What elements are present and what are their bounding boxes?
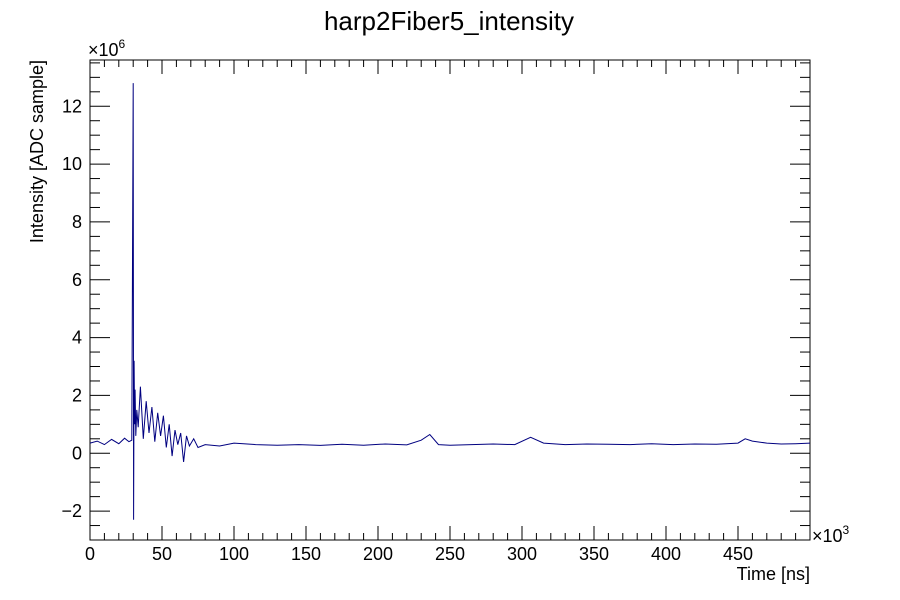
plot-frame: [89, 59, 811, 541]
x-tick-label: 300: [507, 544, 537, 564]
y-tick-label: 6: [72, 270, 82, 290]
y-axis-title: Intensity [ADC sample]: [27, 60, 47, 243]
x-tick-label: 150: [291, 544, 321, 564]
x-axis-multiplier-base: ×10: [812, 526, 843, 546]
x-axis-tick-labels: 0 50 100 150 200 250 300 350 400 450: [85, 544, 753, 564]
x-tick-label: 250: [435, 544, 465, 564]
x-tick-label: 50: [152, 544, 172, 564]
y-axis-ticks: [90, 62, 810, 541]
chart-title: harp2Fiber5_intensity: [324, 6, 574, 36]
x-tick-label: 400: [651, 544, 681, 564]
x-tick-label: 0: [85, 544, 95, 564]
y-tick-label: 2: [72, 385, 82, 405]
x-tick-label: 100: [219, 544, 249, 564]
y-tick-label: 10: [62, 154, 82, 174]
y-axis-multiplier: ×106: [88, 37, 126, 60]
y-tick-label: 8: [72, 212, 82, 232]
x-tick-label: 350: [579, 544, 609, 564]
x-axis-multiplier-exponent: 3: [843, 523, 850, 537]
y-tick-label: −2: [61, 501, 82, 521]
y-tick-label: 4: [72, 328, 82, 348]
y-axis-multiplier-exponent: 6: [119, 37, 126, 51]
y-axis-tick-labels: −2 0 2 4 6 8 10 12: [61, 96, 82, 521]
x-axis-multiplier: ×103: [812, 523, 850, 546]
x-tick-label: 450: [723, 544, 753, 564]
y-tick-label: 0: [72, 443, 82, 463]
y-tick-label: 12: [62, 96, 82, 116]
series-line: [89, 83, 811, 520]
x-axis-title: Time [ns]: [737, 564, 810, 584]
x-axis-ticks: [89, 60, 811, 540]
y-axis-multiplier-base: ×10: [88, 40, 119, 60]
x-tick-label: 200: [363, 544, 393, 564]
